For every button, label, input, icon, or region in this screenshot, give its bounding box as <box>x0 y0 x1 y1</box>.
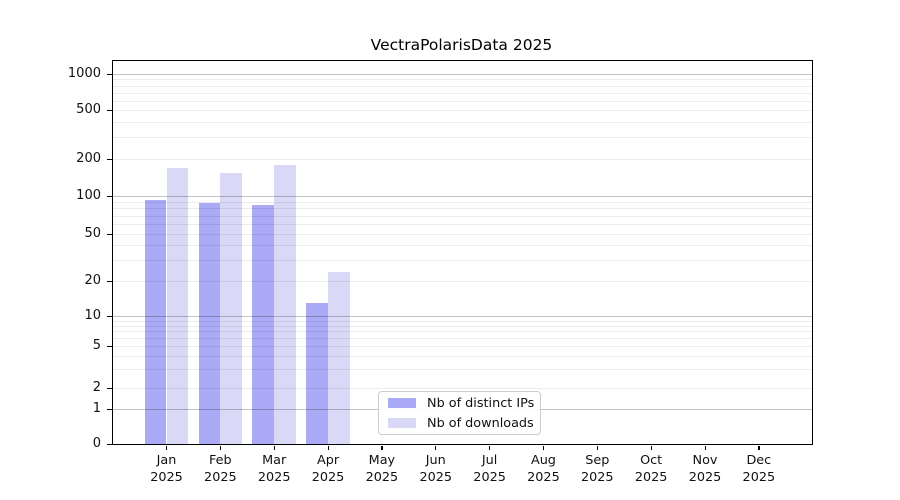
gridline-minor <box>113 331 812 333</box>
gridline-minor <box>113 388 812 389</box>
x-tick-mark <box>219 445 222 450</box>
y-tick-label: 10 <box>84 308 101 323</box>
x-tick-mark <box>166 445 168 450</box>
x-tick-label: Jun 2025 <box>419 453 453 485</box>
gridline-minor <box>113 325 812 327</box>
gridline-minor <box>113 281 812 282</box>
gridline-minor <box>113 369 812 371</box>
y-tick-label: 2 <box>92 380 101 395</box>
y-tick-mark <box>107 408 112 410</box>
x-tick-mark <box>650 445 652 450</box>
bar-distinct-ips-jan <box>144 199 167 444</box>
x-tick-label: Jan 2025 <box>150 453 183 485</box>
y-tick-mark <box>107 345 112 347</box>
x-tick-mark <box>704 445 706 450</box>
y-tick-label: 500 <box>76 102 101 117</box>
x-tick-mark <box>327 445 329 450</box>
gridline-minor <box>113 110 812 111</box>
gridline-major <box>113 196 812 197</box>
legend-item-downloads: Nb of downloads <box>388 415 534 432</box>
x-tick-mark <box>758 445 760 450</box>
legend-item-distinct-ips: Nb of distinct IPs <box>388 395 535 412</box>
bar-downloads-mar <box>274 164 296 444</box>
y-tick-label: 1 <box>92 401 101 416</box>
y-tick-mark <box>107 195 112 197</box>
x-tick-mark <box>381 445 383 450</box>
chart-title: VectraPolarisData 2025 <box>370 36 553 54</box>
bar-downloads-jan <box>166 167 189 444</box>
y-tick-mark <box>107 233 112 235</box>
legend-label-distinct-ips: Nb of distinct IPs <box>427 395 535 411</box>
gridline-minor <box>113 137 812 139</box>
gridline-major <box>113 316 812 317</box>
gridline-minor <box>113 346 812 347</box>
bar-downloads-apr <box>328 271 350 444</box>
x-tick-label: Feb 2025 <box>204 453 237 485</box>
x-tick-label: May 2025 <box>365 453 399 485</box>
y-tick-label: 5 <box>92 338 101 353</box>
legend-label-downloads: Nb of downloads <box>427 415 534 431</box>
gridline-major <box>113 74 812 75</box>
gridline-minor <box>113 224 812 225</box>
y-tick-mark <box>107 280 112 282</box>
x-tick-label: Mar 2025 <box>257 453 291 485</box>
gridline-minor <box>113 79 812 81</box>
gridline-minor <box>113 356 812 358</box>
bar-distinct-ips-apr <box>306 302 329 444</box>
x-tick-label: Dec 2025 <box>742 453 776 485</box>
y-tick-label: 1000 <box>67 66 101 81</box>
bar-downloads-feb <box>220 172 243 444</box>
gridline-minor <box>113 201 812 203</box>
x-tick-mark <box>542 445 545 450</box>
gridline-minor <box>113 338 812 340</box>
y-tick-label: 20 <box>84 273 101 288</box>
gridline-minor <box>113 85 812 87</box>
gridline-minor <box>113 92 812 94</box>
gridline-minor <box>113 100 812 102</box>
x-tick-label: Sep 2025 <box>581 453 614 485</box>
legend: Nb of distinct IPs Nb of downloads <box>378 391 541 435</box>
x-tick-label: Apr 2025 <box>311 453 345 485</box>
y-tick-label: 50 <box>84 226 101 241</box>
y-tick-mark <box>107 387 112 389</box>
bar-distinct-ips-feb <box>198 203 221 444</box>
x-tick-mark <box>273 445 275 450</box>
y-tick-label: 0 <box>92 436 101 451</box>
y-tick-mark <box>107 73 112 75</box>
bar-distinct-ips-mar <box>252 204 275 444</box>
y-tick-label: 100 <box>76 188 101 203</box>
x-tick-mark <box>435 445 437 450</box>
x-tick-label: Oct 2025 <box>634 453 668 485</box>
y-tick-mark <box>107 158 112 160</box>
gridline-minor <box>113 215 812 217</box>
gridline-minor <box>113 121 812 123</box>
gridline-minor <box>113 234 812 235</box>
plot-area: 0 1 2 5 10 20 50 100 200 500 1000 Jan 2025 Feb 2025 M… <box>68 60 813 485</box>
y-tick-mark <box>107 315 112 317</box>
x-tick-label: Jul 2025 <box>473 453 506 485</box>
x-tick-mark <box>489 445 491 450</box>
y-tick-label: 200 <box>76 151 101 166</box>
x-tick-label: Nov 2025 <box>688 453 722 485</box>
gridline-minor <box>113 208 812 210</box>
y-tick-mark <box>107 443 112 445</box>
gridline-minor <box>113 260 812 262</box>
x-tick-mark <box>596 445 598 450</box>
legend-swatch-downloads <box>388 418 416 428</box>
y-tick-mark <box>107 109 112 111</box>
gridline-minor <box>113 245 812 247</box>
gridline-minor <box>113 320 812 322</box>
legend-swatch-distinct-ips <box>388 398 416 408</box>
gridline-minor <box>113 159 812 160</box>
x-tick-label: Aug 2025 <box>527 453 560 485</box>
